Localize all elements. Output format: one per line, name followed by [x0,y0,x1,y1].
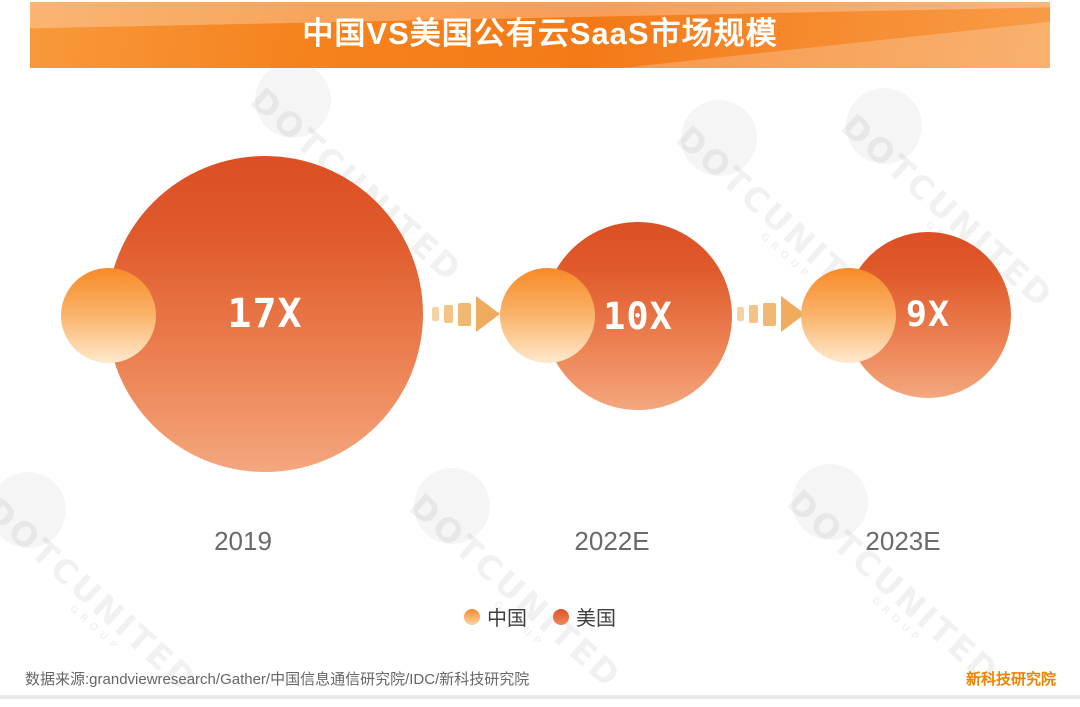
legend-item-china: 中国 [464,602,527,631]
arrow-dash-icon [432,307,439,321]
china-bubble-2022e [500,268,595,363]
axis-label-2023e: 2023E [865,526,941,556]
axis-label-2022e: 2022E [574,526,650,556]
axis-label-2019: 2019 [214,526,272,556]
arrow-right-icon [737,296,805,332]
multiplier-label-2023e: 9X [905,295,951,335]
arrow-dash-icon [749,305,758,323]
china-bubble-2023e [801,268,896,363]
arrow-dash-icon [458,302,471,326]
legend: 中国 美国 [0,602,1080,631]
title-banner: 中国VS美国公有云SaaS市场规模 [30,2,1050,68]
arrow-dash-icon [737,307,744,321]
legend-dot-china-icon [464,608,480,625]
us-bubble-2019: 17X [107,156,423,472]
legend-label-us: 美国 [576,608,616,630]
arrow-right-icon [432,296,500,332]
arrow-head-icon [476,296,500,332]
china-bubble-2019 [61,268,156,363]
multiplier-label-2019: 17X [227,291,303,337]
page-title: 中国VS美国公有云SaaS市场规模 [302,16,778,51]
footer: 数据来源:grandviewresearch/Gather/中国信息通信研究院/… [0,664,1080,694]
legend-label-china: 中国 [487,608,527,630]
arrow-dash-icon [444,305,453,323]
legend-dot-us-icon [553,608,569,625]
brand-text: 新科技研究院 [965,671,1056,688]
legend-item-us: 美国 [553,602,616,631]
multiplier-label-2022e: 10X [603,294,673,338]
arrow-dash-icon [763,302,776,326]
bottom-edge-bar [0,695,1080,699]
data-source-text: 数据来源:grandviewresearch/Gather/中国信息通信研究院/… [25,671,530,688]
